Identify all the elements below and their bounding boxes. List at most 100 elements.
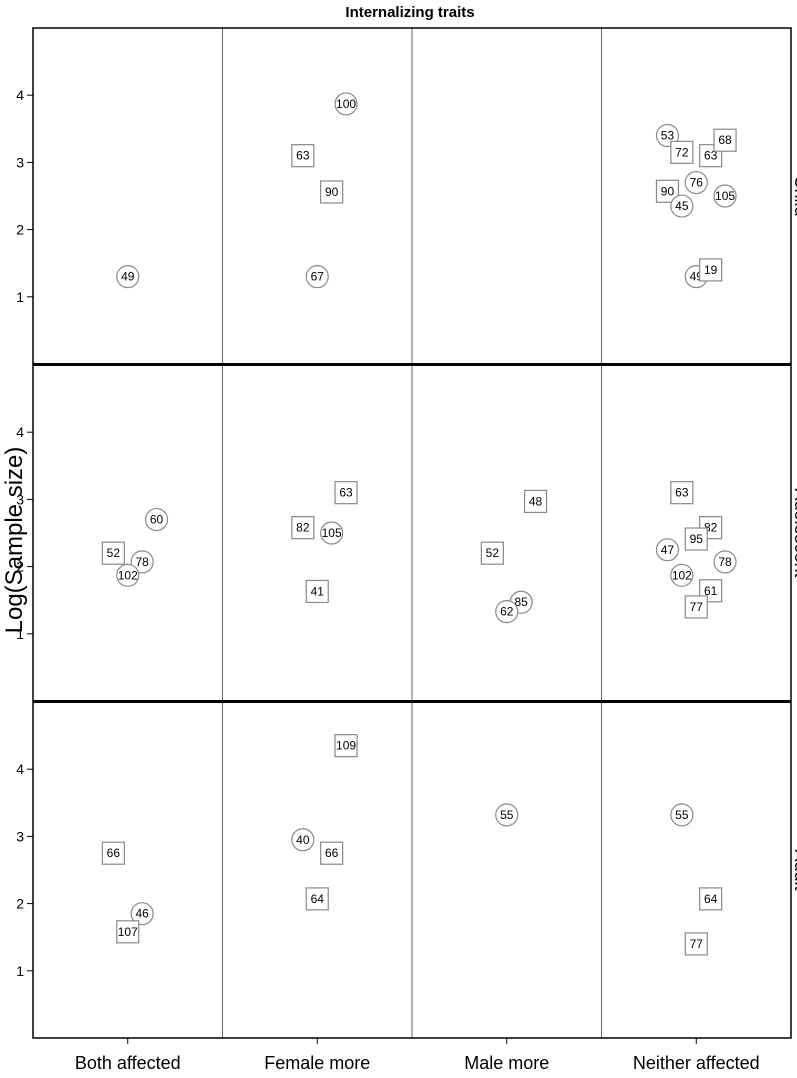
y-tick-label: 3 xyxy=(16,491,24,507)
point-label: 100 xyxy=(336,97,356,111)
point-adolescent-female-more-105: 105 xyxy=(320,521,344,545)
square-marker xyxy=(334,734,358,758)
x-category-label-male-more: Male more xyxy=(464,1053,549,1073)
square-marker xyxy=(684,932,708,956)
point-label: 63 xyxy=(704,149,718,163)
point-label: 61 xyxy=(704,584,718,598)
point-label: 60 xyxy=(150,513,164,527)
point-adolescent-both-affected-102: 102 xyxy=(116,563,140,587)
circle-marker xyxy=(291,828,315,852)
point-label: 62 xyxy=(500,605,514,619)
point-child-neither-affected-19: 19 xyxy=(699,258,723,282)
point-child-female-more-63: 63 xyxy=(291,144,315,168)
circle-marker xyxy=(670,194,694,218)
point-label: 63 xyxy=(296,149,310,163)
y-tick-label: 4 xyxy=(16,87,24,103)
point-adolescent-male-more-48: 48 xyxy=(523,489,548,514)
point-adolescent-neither-affected-102: 102 xyxy=(670,563,694,587)
panel-adult-male-more xyxy=(411,701,602,1039)
point-adolescent-neither-affected-77: 77 xyxy=(684,595,708,619)
square-marker xyxy=(713,128,737,152)
row-strip-label-adolescent: Adolescent xyxy=(791,488,797,577)
point-adult-female-more-109: 109 xyxy=(334,734,358,758)
point-child-neither-affected-72: 72 xyxy=(670,140,694,164)
point-adolescent-female-more-63: 63 xyxy=(334,481,358,505)
point-child-female-more-100: 100 xyxy=(334,92,358,116)
point-adult-female-more-40: 40 xyxy=(291,828,315,852)
point-label: 90 xyxy=(661,184,675,198)
point-label: 52 xyxy=(107,546,121,560)
point-label: 55 xyxy=(675,808,689,822)
circle-marker xyxy=(116,265,140,289)
point-adolescent-female-more-41: 41 xyxy=(305,579,329,604)
point-label: 107 xyxy=(118,925,138,939)
point-child-neither-affected-90: 90 xyxy=(655,179,680,203)
point-label: 66 xyxy=(325,846,339,860)
point-label: 82 xyxy=(296,521,310,535)
point-label: 63 xyxy=(339,486,353,500)
point-child-both-affected-49: 49 xyxy=(116,265,140,289)
circle-marker xyxy=(670,563,694,587)
row-strip-label-child: Child xyxy=(791,175,797,216)
point-label: 102 xyxy=(672,568,692,582)
point-child-neither-affected-68: 68 xyxy=(713,128,737,152)
square-marker xyxy=(101,841,125,865)
circle-marker xyxy=(495,803,519,827)
square-marker xyxy=(101,541,125,565)
point-child-neither-affected-76: 76 xyxy=(684,170,708,195)
panel-adolescent-male-more xyxy=(411,364,602,702)
point-child-neither-affected-105: 105 xyxy=(713,184,737,208)
point-child-female-more-90: 90 xyxy=(320,180,344,204)
point-label: 64 xyxy=(311,892,325,906)
square-marker xyxy=(480,541,504,565)
circle-marker xyxy=(713,184,737,208)
point-label: 77 xyxy=(690,600,704,614)
circle-marker xyxy=(334,92,358,116)
point-adult-neither-affected-64: 64 xyxy=(699,887,723,911)
point-label: 95 xyxy=(690,532,704,546)
point-label: 105 xyxy=(322,526,342,540)
panels-layer: Child Adolescent Adult xyxy=(32,27,797,1039)
y-tick-label: 2 xyxy=(16,559,24,575)
point-label: 76 xyxy=(690,176,704,190)
point-adolescent-male-more-62: 62 xyxy=(495,600,519,624)
point-label: 90 xyxy=(325,185,339,199)
point-label: 48 xyxy=(529,494,543,508)
x-category-label-neither-affected: Neither affected xyxy=(633,1053,760,1073)
y-tick-label: 3 xyxy=(16,828,24,844)
point-adolescent-neither-affected-63: 63 xyxy=(670,481,694,505)
panel-child-male-more xyxy=(411,27,602,365)
panel-adolescent-both-affected xyxy=(32,364,223,702)
point-adult-female-more-66: 66 xyxy=(320,841,344,865)
point-label: 53 xyxy=(661,129,675,143)
row-strip-label-adult: Adult xyxy=(791,849,797,890)
panel-child-neither-affected xyxy=(601,27,792,365)
point-child-female-more-67: 67 xyxy=(305,265,329,289)
square-marker xyxy=(116,920,140,944)
point-label: 67 xyxy=(311,270,325,284)
square-marker xyxy=(523,489,548,514)
point-adult-neither-affected-55: 55 xyxy=(670,803,694,827)
point-adult-female-more-64: 64 xyxy=(305,887,329,911)
square-marker xyxy=(291,516,315,540)
point-label: 77 xyxy=(690,937,704,951)
circle-marker xyxy=(130,550,154,574)
x-category-label-female-more: Female more xyxy=(264,1053,370,1073)
point-label: 47 xyxy=(661,543,675,557)
square-marker xyxy=(334,481,358,505)
point-label: 45 xyxy=(675,199,689,213)
point-adolescent-both-affected-78: 78 xyxy=(130,550,154,574)
panel-adult-neither-affected xyxy=(601,701,792,1039)
panel-child-female-more xyxy=(222,27,413,365)
y-tick-label: 3 xyxy=(16,154,24,170)
y-tick-label: 2 xyxy=(16,222,24,238)
circle-marker xyxy=(684,170,708,195)
panel-child-both-affected xyxy=(32,27,223,365)
circle-marker xyxy=(713,550,737,574)
circle-marker xyxy=(116,563,140,587)
point-adolescent-neither-affected-47: 47 xyxy=(655,538,680,562)
square-marker xyxy=(670,481,694,505)
point-adult-neither-affected-77: 77 xyxy=(684,932,708,956)
